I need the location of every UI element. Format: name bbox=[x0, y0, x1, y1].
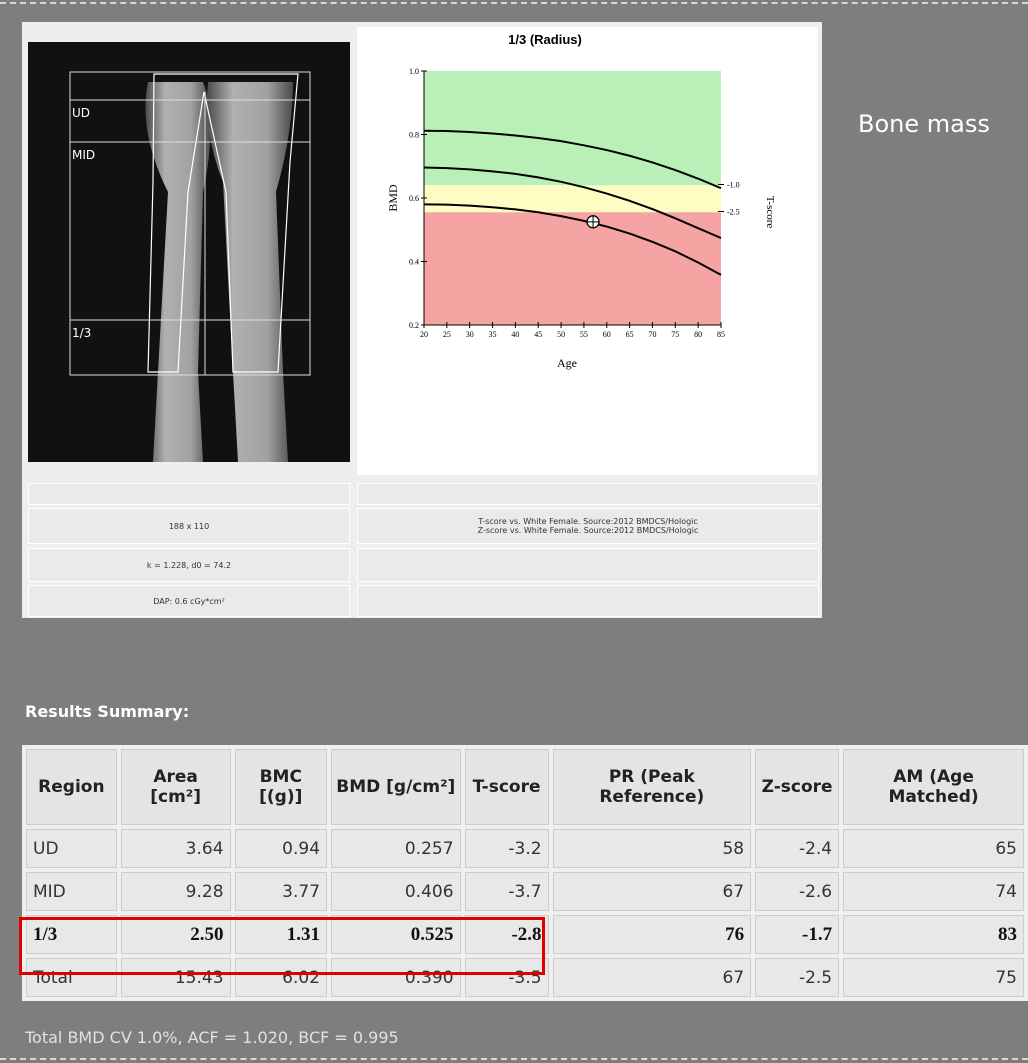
roi-label: MID bbox=[72, 148, 95, 162]
x-tick-label: 70 bbox=[648, 330, 656, 339]
column-header: Region bbox=[26, 749, 117, 825]
table-cell: 0.94 bbox=[235, 829, 328, 868]
zone bbox=[424, 185, 721, 212]
roi-label: 1/3 bbox=[72, 326, 91, 340]
bone bbox=[146, 82, 211, 462]
x-tick-label: 85 bbox=[717, 330, 725, 339]
column-header: BMD [g/cm²] bbox=[331, 749, 461, 825]
table-cell: -3.7 bbox=[465, 872, 549, 911]
info-cell: DAP: 0.6 cGy*cm² bbox=[28, 585, 350, 617]
column-header: PR (Peak Reference) bbox=[553, 749, 752, 825]
info-cell bbox=[28, 483, 350, 505]
x-tick-label: 60 bbox=[603, 330, 611, 339]
zone bbox=[424, 212, 721, 325]
table-cell: 67 bbox=[553, 872, 752, 911]
y-tick-label: 0.6 bbox=[409, 194, 419, 203]
info-cell: k = 1.228, d0 = 74.2 bbox=[28, 548, 350, 582]
x-tick-label: 50 bbox=[557, 330, 565, 339]
highlight-box bbox=[19, 917, 545, 975]
page: UD MID 1/3 1/3 (Radius) Age BMD T-score … bbox=[0, 0, 1028, 1063]
chart-title: 1/3 (Radius) bbox=[508, 32, 582, 47]
y2-axis-title: T-score bbox=[764, 196, 776, 229]
table-cell: 67 bbox=[553, 958, 752, 997]
info-cell bbox=[357, 548, 819, 582]
x-tick-label: 65 bbox=[626, 330, 634, 339]
table-cell: 3.64 bbox=[121, 829, 231, 868]
x-axis-title: Age bbox=[557, 356, 577, 370]
x-tick-label: 45 bbox=[534, 330, 542, 339]
column-header: Area [cm²] bbox=[121, 749, 231, 825]
x-tick-label: 20 bbox=[420, 330, 428, 339]
results-title: Results Summary: bbox=[25, 702, 189, 721]
table-cell: 58 bbox=[553, 829, 752, 868]
table-cell: 65 bbox=[843, 829, 1024, 868]
table-cell: 74 bbox=[843, 872, 1024, 911]
table-cell: -2.6 bbox=[755, 872, 839, 911]
chart: 1/3 (Radius) Age BMD T-score 20 25 30 35 40 4… bbox=[357, 27, 818, 475]
x-tick-label: 40 bbox=[511, 330, 519, 339]
y-tick-label: 0.4 bbox=[409, 258, 419, 267]
table-cell: 76 bbox=[553, 915, 752, 954]
x-tick-label: 30 bbox=[466, 330, 474, 339]
y-tick-label: 0.8 bbox=[409, 131, 419, 140]
x-tick-label: 25 bbox=[443, 330, 451, 339]
info-cell: 188 x 110 bbox=[28, 508, 350, 544]
source-text: Z-score vs. White Female. Source:2012 BM… bbox=[478, 526, 699, 535]
x-tick-label: 80 bbox=[694, 330, 702, 339]
bone bbox=[207, 82, 293, 462]
table-cell: UD bbox=[26, 829, 117, 868]
divider bbox=[0, 2, 1028, 4]
table-cell: 3.77 bbox=[235, 872, 328, 911]
divider bbox=[0, 1058, 1028, 1060]
table-cell: 83 bbox=[843, 915, 1024, 954]
y2-tick-label: -2.5 bbox=[727, 208, 740, 217]
xray-svg bbox=[28, 42, 350, 462]
x-tick-label: 75 bbox=[671, 330, 679, 339]
column-header: T-score bbox=[465, 749, 549, 825]
table-cell: 0.406 bbox=[331, 872, 461, 911]
table-cell: -3.2 bbox=[465, 829, 549, 868]
column-header: AM (Age Matched) bbox=[843, 749, 1024, 825]
info-cell bbox=[357, 483, 819, 505]
scan-panel: UD MID 1/3 1/3 (Radius) Age BMD T-score … bbox=[22, 22, 822, 618]
y-axis-title: BMD bbox=[386, 184, 400, 212]
xray-image: UD MID 1/3 bbox=[28, 42, 350, 462]
table-cell: -1.7 bbox=[755, 915, 839, 954]
table-cell: -2.5 bbox=[755, 958, 839, 997]
x-tick-label: 35 bbox=[489, 330, 497, 339]
zone bbox=[424, 71, 721, 185]
y-tick-label: 0.2 bbox=[409, 321, 419, 330]
info-cell bbox=[357, 585, 819, 617]
table-cell: 9.28 bbox=[121, 872, 231, 911]
x-tick-label: 55 bbox=[580, 330, 588, 339]
y2-tick-label: -1.0 bbox=[727, 180, 740, 189]
source-cell: T-score vs. White Female. Source:2012 BM… bbox=[357, 508, 819, 544]
footer-text: Total BMD CV 1.0%, ACF = 1.020, BCF = 0.… bbox=[25, 1028, 399, 1047]
y-tick-label: 1.0 bbox=[409, 67, 419, 76]
source-text: T-score vs. White Female. Source:2012 BM… bbox=[478, 517, 698, 526]
column-header: Z-score bbox=[755, 749, 839, 825]
table-cell: MID bbox=[26, 872, 117, 911]
roi-label: UD bbox=[72, 106, 90, 120]
side-label: Bone mass bbox=[858, 110, 990, 138]
table-cell: -2.4 bbox=[755, 829, 839, 868]
column-header: BMC [(g)] bbox=[235, 749, 328, 825]
table-cell: 75 bbox=[843, 958, 1024, 997]
table-cell: 0.257 bbox=[331, 829, 461, 868]
